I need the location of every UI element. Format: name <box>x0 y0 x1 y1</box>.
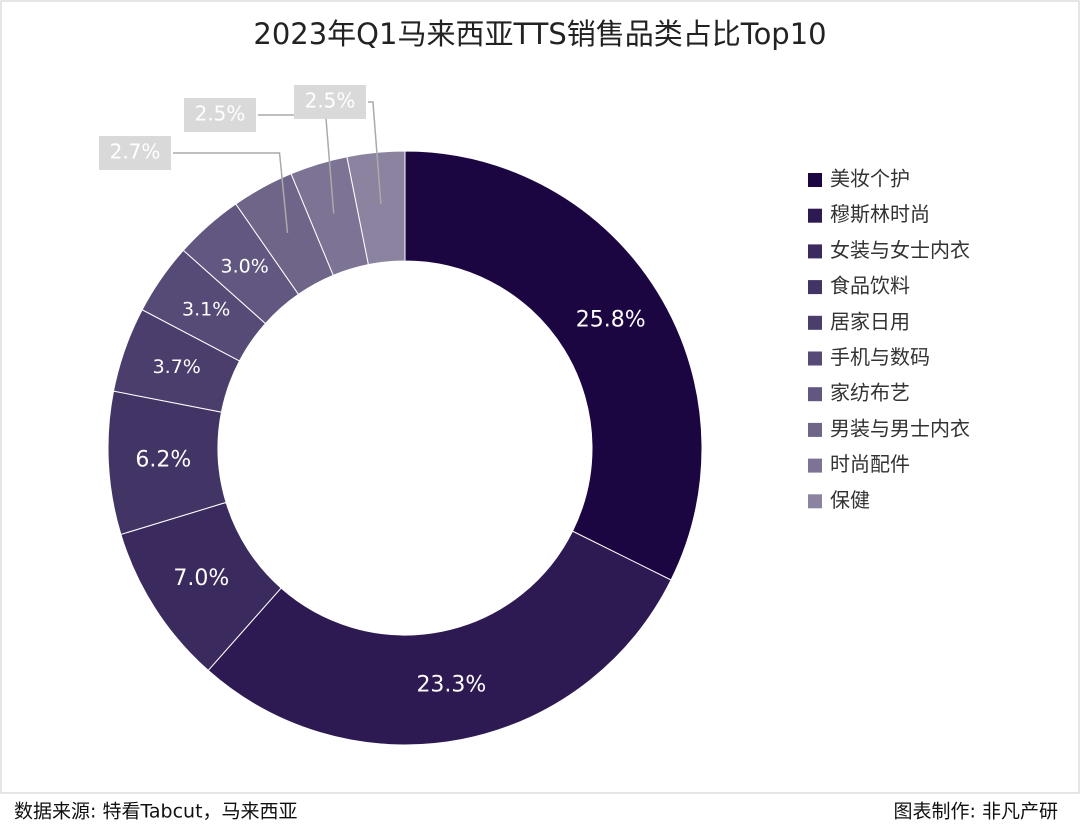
legend-swatch <box>808 351 822 366</box>
label-box <box>184 98 256 132</box>
legend-label: 美妆个护 <box>830 167 910 191</box>
leader-line <box>368 101 382 205</box>
legend-label: 居家日用 <box>830 309 910 333</box>
data-label: 3.1% <box>182 299 230 321</box>
legend-swatch <box>808 280 822 295</box>
legend-swatch <box>808 387 822 402</box>
data-label: 3.7% <box>153 356 201 378</box>
legend-swatch <box>808 458 822 473</box>
data-label: 3.0% <box>220 255 268 277</box>
legend-label: 时尚配件 <box>830 452 910 476</box>
legend-label: 男装与男士内衣 <box>830 416 970 440</box>
legend-label: 手机与数码 <box>830 345 930 369</box>
frame <box>0 0 1080 794</box>
data-label: 2.5% <box>195 102 246 126</box>
label-box <box>294 85 366 119</box>
data-label: 2.7% <box>110 140 161 164</box>
legend-label: 穆斯林时尚 <box>830 202 930 226</box>
source: 数据来源: 特看Tabcut，马来西亚 <box>14 801 298 823</box>
data-label: 23.3% <box>416 673 486 698</box>
data-label: 25.8% <box>576 307 646 332</box>
data-label: 2.5% <box>305 89 356 113</box>
chart-title: 2023年Q1马来西亚TTS销售品类占比Top10 <box>253 17 826 51</box>
legend-swatch <box>808 422 822 437</box>
slice <box>207 530 672 746</box>
legend-label: 家纺布艺 <box>830 381 910 405</box>
data-label: 7.0% <box>173 566 229 591</box>
slice <box>404 150 703 581</box>
slice <box>346 150 406 266</box>
data-label: 6.2% <box>135 447 191 472</box>
legend-swatch <box>808 494 822 509</box>
legend-swatch <box>808 244 822 259</box>
legend-swatch <box>808 315 822 330</box>
leader-line <box>173 152 289 234</box>
credit: 图表制作: 非凡产研 <box>894 801 1058 823</box>
legend-label: 食品饮料 <box>830 274 910 298</box>
legend-label: 保健 <box>830 488 870 512</box>
legend-label: 女装与女士内衣 <box>830 238 970 262</box>
legend-swatch <box>808 173 822 187</box>
legend-swatch <box>808 208 822 223</box>
label-box <box>99 136 171 170</box>
